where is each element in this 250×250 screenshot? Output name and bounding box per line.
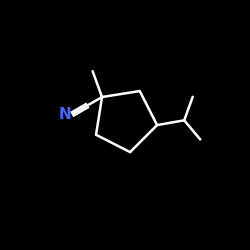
Text: N: N xyxy=(59,107,72,122)
